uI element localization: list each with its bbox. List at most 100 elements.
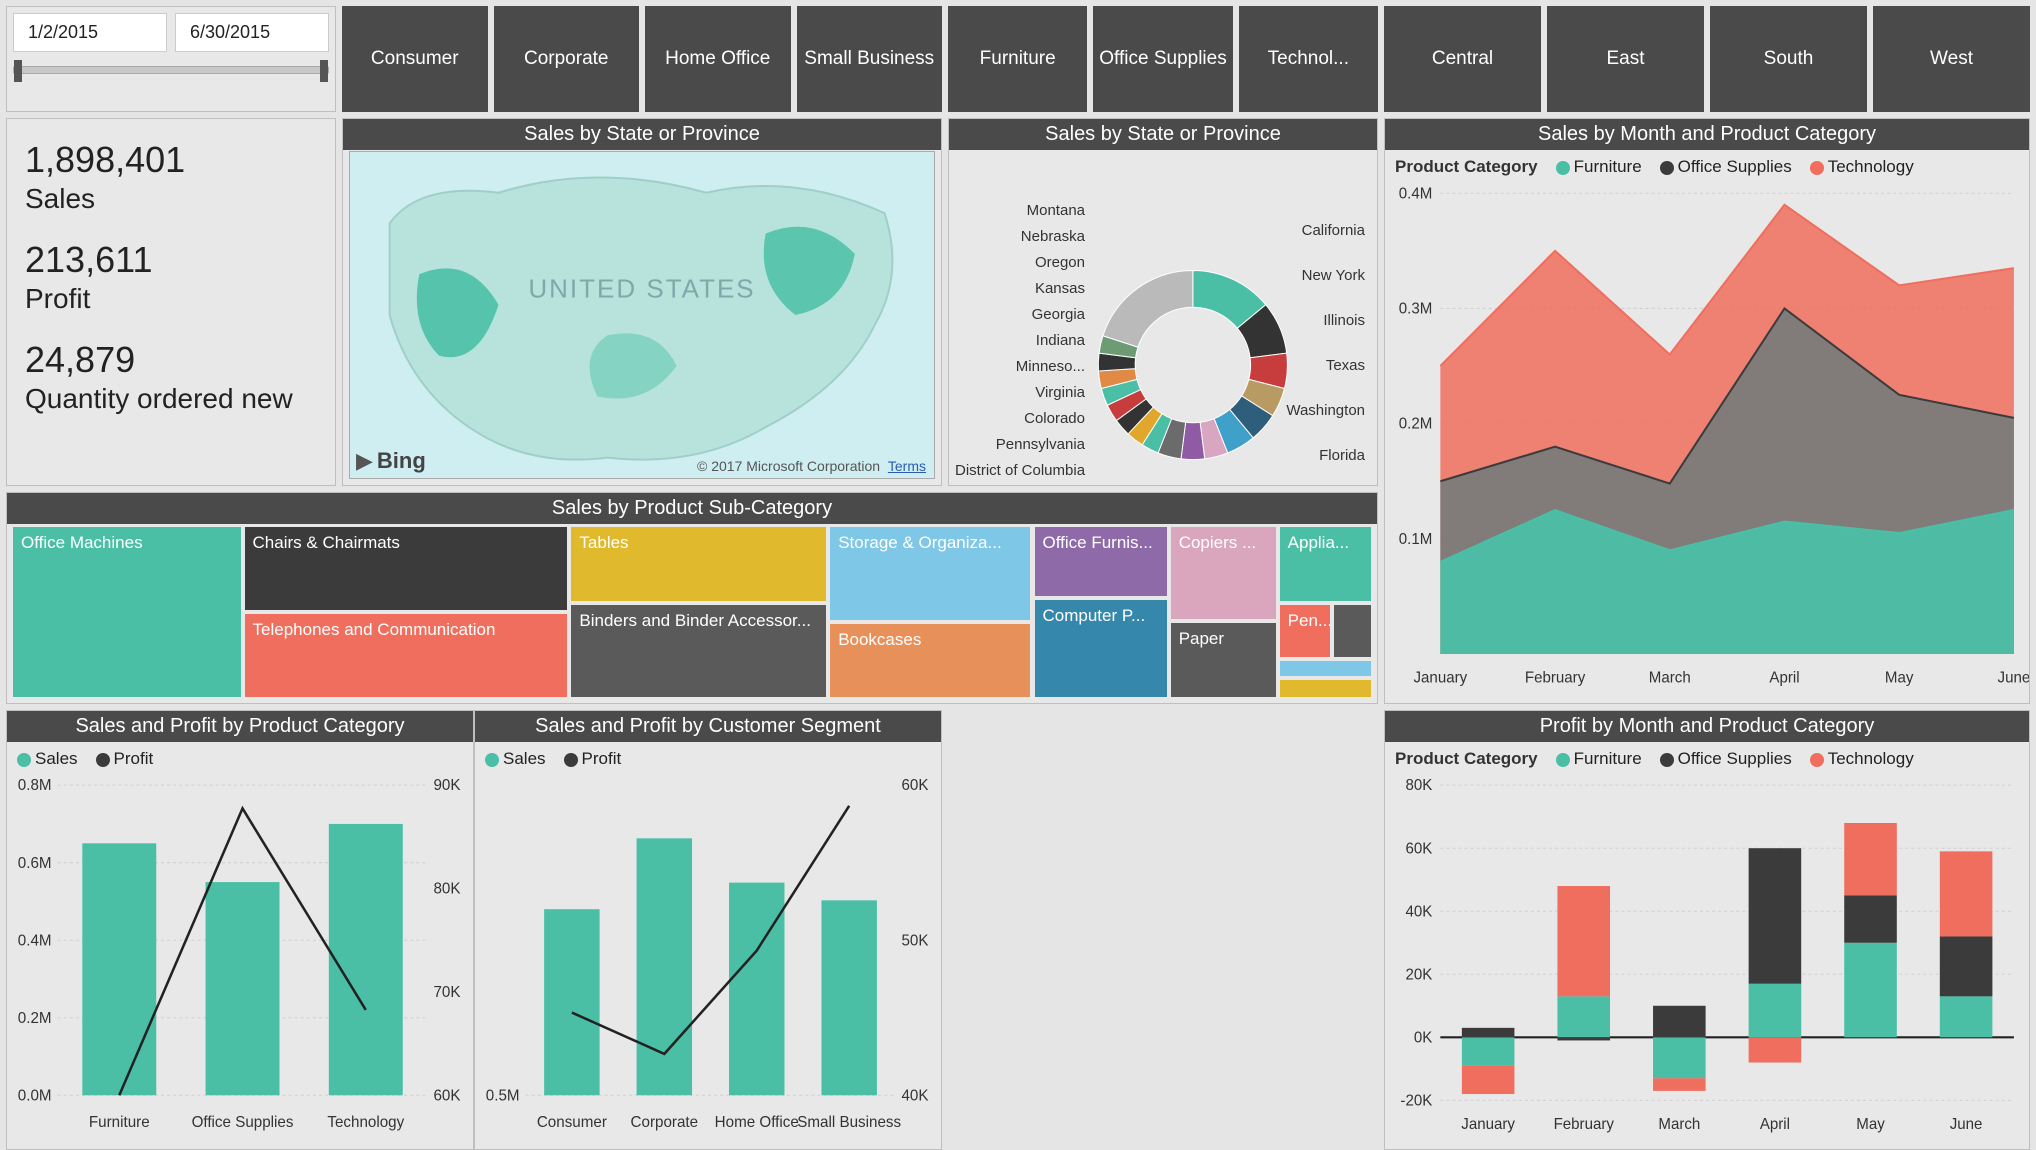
svg-text:70K: 70K <box>433 984 460 1001</box>
svg-text:May: May <box>1885 670 1914 687</box>
donut-label: Minneso... <box>955 358 1085 375</box>
legend-item: Profit <box>96 749 154 769</box>
svg-text:Home Office: Home Office <box>715 1114 799 1131</box>
legend-swatch <box>1810 753 1824 767</box>
treemap-cell[interactable]: Office Machines <box>11 525 243 699</box>
svg-text:April: April <box>1760 1116 1790 1133</box>
svg-text:0.4M: 0.4M <box>1399 185 1433 202</box>
donut-label: California <box>1302 222 1365 239</box>
category-btn-2[interactable]: Technol... <box>1239 6 1378 112</box>
donut-label: Indiana <box>955 332 1085 349</box>
svg-text:80K: 80K <box>1405 777 1432 794</box>
treemap-cell[interactable] <box>1278 678 1373 699</box>
kpi-value: 213,611 <box>25 239 317 281</box>
legend-item: Sales <box>17 749 78 769</box>
svg-text:February: February <box>1525 670 1586 687</box>
region-btn-0[interactable]: Central <box>1384 6 1541 112</box>
svg-text:0.2M: 0.2M <box>18 1010 52 1027</box>
kpi-card-1: 213,611Profit <box>25 239 317 315</box>
region-btn-2[interactable]: South <box>1710 6 1867 112</box>
date-range-slicer[interactable]: 1/2/2015 6/30/2015 <box>6 6 336 112</box>
segment-btn-3[interactable]: Small Business <box>797 6 943 112</box>
treemap-cell[interactable]: Paper <box>1169 621 1278 699</box>
stacked-body: Product CategoryFurnitureOffice Supplies… <box>1385 743 2029 1149</box>
date-start-field[interactable]: 1/2/2015 <box>13 13 167 52</box>
category-btn-1[interactable]: Office Supplies <box>1093 6 1232 112</box>
date-slider[interactable] <box>13 66 329 74</box>
map-terms-link[interactable]: Terms <box>888 458 926 474</box>
treemap-cell[interactable]: Computer P... <box>1033 598 1169 699</box>
combo-row: Sales and Profit by Product Category Sal… <box>6 710 942 1150</box>
kpi-value: 1,898,401 <box>25 139 317 181</box>
svg-text:May: May <box>1856 1116 1885 1133</box>
treemap-cell[interactable]: Telephones and Communication <box>243 612 570 699</box>
treemap-cell[interactable] <box>1278 659 1373 678</box>
combo2-legend: SalesProfit <box>475 743 941 775</box>
category-slicer: FurnitureOffice SuppliesTechnol... <box>948 6 1378 112</box>
stacked-legend: Product CategoryFurnitureOffice Supplies… <box>1385 743 2029 775</box>
segment-btn-0[interactable]: Consumer <box>342 6 488 112</box>
svg-text:0.0M: 0.0M <box>18 1087 52 1104</box>
svg-text:40K: 40K <box>1405 903 1432 920</box>
combo2-panel[interactable]: Sales and Profit by Customer Segment Sal… <box>474 710 942 1150</box>
legend-header: Product Category <box>1395 749 1538 769</box>
combo1-chart[interactable]: 0.0M0.2M0.4M0.6M0.8M60K70K80K90KFurnitur… <box>7 775 473 1141</box>
segment-btn-1[interactable]: Corporate <box>494 6 640 112</box>
svg-text:0.2M: 0.2M <box>1399 416 1433 433</box>
legend-item: Sales <box>485 749 546 769</box>
map-copyright: © 2017 Microsoft Corporation Terms <box>697 458 926 474</box>
combo1-legend: Sales Profit <box>7 743 473 775</box>
kpi-value: 24,879 <box>25 339 317 381</box>
svg-text:February: February <box>1554 1116 1615 1133</box>
segment-btn-2[interactable]: Home Office <box>645 6 791 112</box>
treemap-cell[interactable]: Binders and Binder Accessor... <box>569 603 828 699</box>
donut-panel[interactable]: Sales by State or Province CaliforniaNew… <box>948 118 1378 486</box>
treemap-cell[interactable]: Tables <box>569 525 828 603</box>
donut-chart[interactable]: CaliforniaNew YorkIllinoisTexasWashingto… <box>949 182 1377 486</box>
treemap-cell[interactable]: Chairs & Chairmats <box>243 525 570 612</box>
kpi-card-2: 24,879Quantity ordered new <box>25 339 317 415</box>
legend-swatch <box>564 753 578 767</box>
combo1-body: SalesProfit 0.0M0.2M0.4M0.6M0.8M60K70K80… <box>7 743 473 1149</box>
legend-swatch <box>1810 161 1824 175</box>
treemap-cell[interactable]: Copiers ... <box>1169 525 1278 621</box>
combo1-panel[interactable]: Sales and Profit by Product Category Sal… <box>6 710 474 1150</box>
treemap-cell[interactable]: Pen... <box>1278 603 1332 659</box>
map-canvas[interactable]: UNITED STATES ▶Bing © 2017 Microsoft Cor… <box>349 151 935 479</box>
stacked-chart[interactable]: -20K0K20K40K60K80KJanuaryFebruaryMarchAp… <box>1385 775 2029 1141</box>
map-panel[interactable]: Sales by State or Province UNITED STATES… <box>342 118 942 486</box>
date-end-field[interactable]: 6/30/2015 <box>175 13 329 52</box>
donut-label: New York <box>1302 267 1365 284</box>
treemap-cell[interactable]: Applia... <box>1278 525 1373 603</box>
legend-swatch <box>1556 753 1570 767</box>
treemap-panel[interactable]: Sales by Product Sub-Category Office Mac… <box>6 492 1378 704</box>
combo2-title: Sales and Profit by Customer Segment <box>475 711 941 742</box>
region-btn-3[interactable]: West <box>1873 6 2030 112</box>
treemap-cell[interactable]: Office Furnis... <box>1033 525 1169 598</box>
treemap-chart[interactable]: Office MachinesChairs & ChairmatsTelepho… <box>11 525 1373 699</box>
donut-label: Illinois <box>1323 312 1365 329</box>
category-btn-0[interactable]: Furniture <box>948 6 1087 112</box>
kpi-label: Profit <box>25 283 317 315</box>
svg-text:0.3M: 0.3M <box>1399 300 1433 317</box>
stacked-panel[interactable]: Profit by Month and Product Category Pro… <box>1384 710 2030 1150</box>
donut-label: Colorado <box>955 410 1085 427</box>
area-chart[interactable]: 0.1M0.2M0.3M0.4MJanuaryFebruaryMarchApri… <box>1385 183 2029 695</box>
svg-text:Technology: Technology <box>327 1114 404 1131</box>
combo2-chart[interactable]: 0.5M40K50K60KConsumerCorporateHome Offic… <box>475 775 941 1141</box>
area-panel[interactable]: Sales by Month and Product Category Prod… <box>1384 118 2030 704</box>
kpi-card-0: 1,898,401Sales <box>25 139 317 215</box>
treemap-cell[interactable] <box>1332 603 1373 659</box>
donut-label: Georgia <box>955 306 1085 323</box>
kpi-label: Sales <box>25 183 317 215</box>
legend-swatch <box>485 753 499 767</box>
svg-text:80K: 80K <box>433 881 460 898</box>
kpi-panel: 1,898,401Sales 213,611Profit 24,879Quantit… <box>6 118 336 486</box>
treemap-cell[interactable]: Storage & Organiza... <box>828 525 1032 622</box>
region-btn-1[interactable]: East <box>1547 6 1704 112</box>
treemap-cell[interactable]: Bookcases <box>828 622 1032 699</box>
legend-swatch <box>1660 161 1674 175</box>
svg-text:0.1M: 0.1M <box>1399 531 1433 548</box>
svg-text:April: April <box>1769 670 1799 687</box>
svg-text:0.5M: 0.5M <box>486 1087 520 1104</box>
